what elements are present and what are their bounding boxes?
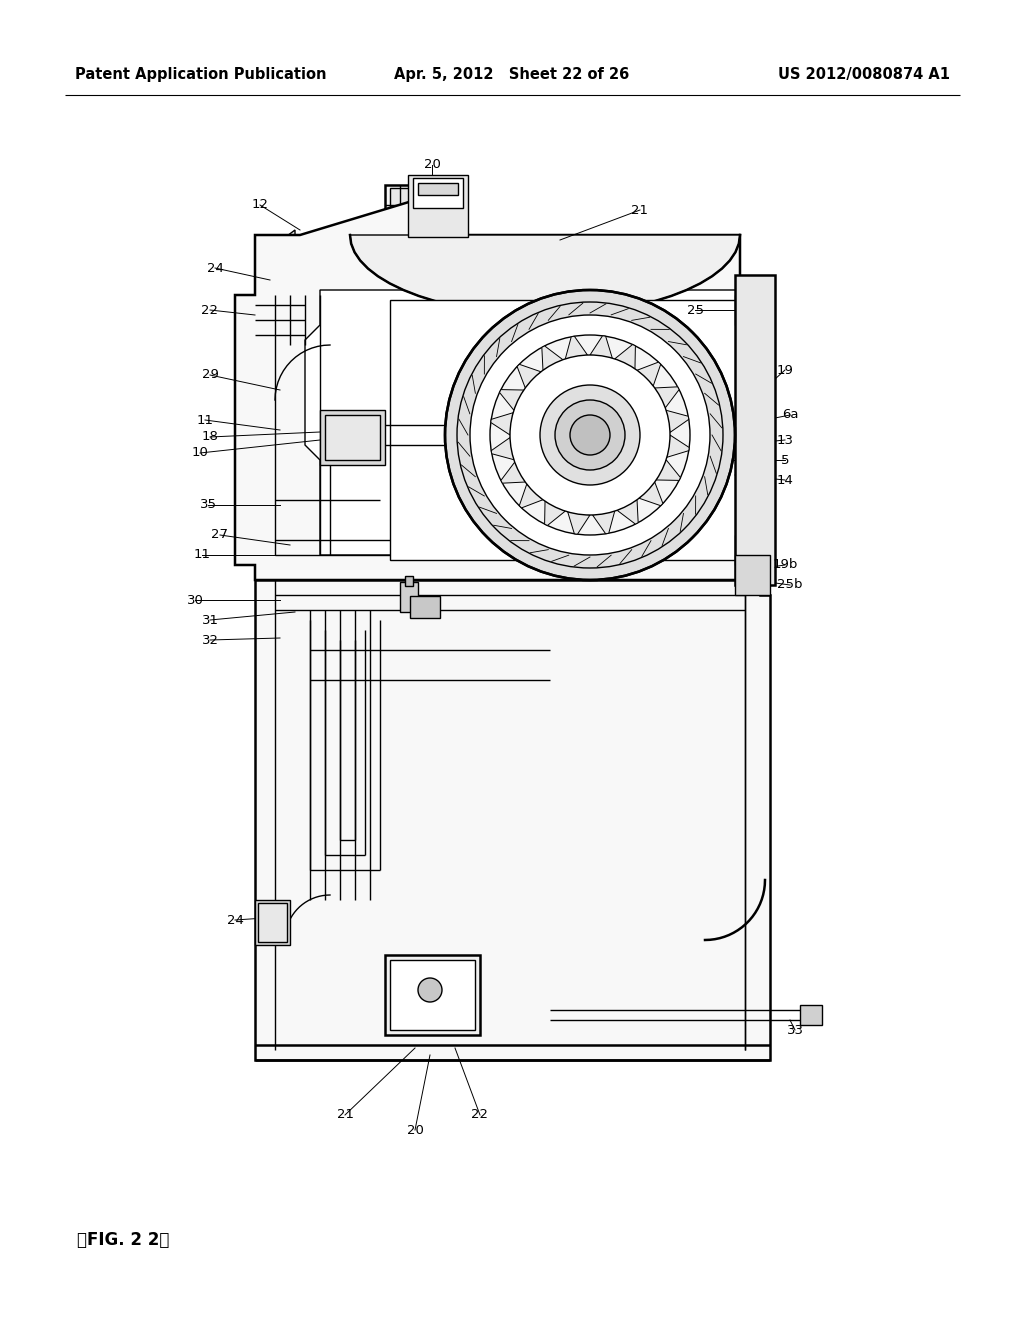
Bar [408,176,468,238]
Text: 19b: 19b [772,558,798,572]
Text: 18: 18 [202,430,218,444]
Bar [735,535,763,565]
Text: 22: 22 [202,304,218,317]
Text: 20: 20 [424,158,440,172]
Polygon shape [501,462,525,483]
Polygon shape [639,482,663,506]
Polygon shape [567,512,590,535]
Polygon shape [542,346,563,371]
Text: Patent Application Publication: Patent Application Publication [75,67,327,82]
Polygon shape [617,500,638,524]
Polygon shape [305,290,740,554]
Text: 6a: 6a [781,408,799,421]
Text: 20: 20 [407,1123,424,1137]
Polygon shape [590,335,612,358]
Bar [406,576,413,586]
Text: 12: 12 [252,198,268,211]
Circle shape [490,335,690,535]
Text: 11: 11 [197,413,213,426]
Text: 35: 35 [200,499,216,511]
Polygon shape [593,511,614,533]
Text: 30: 30 [186,594,204,606]
Bar [385,185,465,235]
Polygon shape [654,387,679,408]
Text: 24: 24 [226,913,244,927]
Polygon shape [350,235,740,315]
Text: 14: 14 [776,474,794,487]
Polygon shape [637,362,660,385]
Text: US 2012/0080874 A1: US 2012/0080874 A1 [778,67,950,82]
Text: 21: 21 [632,203,648,216]
Polygon shape [666,411,689,433]
Bar [400,582,418,612]
Bar [413,178,463,209]
Text: 29: 29 [202,368,218,381]
Bar [418,183,458,195]
Text: 31: 31 [202,614,218,627]
Text: 19: 19 [776,363,794,376]
Text: 32: 32 [202,634,218,647]
Polygon shape [492,437,514,459]
Text: 25: 25 [686,304,703,317]
Circle shape [408,968,452,1012]
Circle shape [555,400,625,470]
Text: 11: 11 [194,549,211,561]
Text: 13: 13 [776,433,794,446]
Text: 10: 10 [191,446,209,459]
Bar [325,414,380,459]
Bar [258,903,287,942]
Bar [390,187,460,209]
Bar [319,411,385,465]
Polygon shape [255,230,295,370]
Bar [735,275,775,585]
Polygon shape [656,459,681,480]
Bar [735,294,763,325]
Circle shape [510,355,670,515]
Text: 33: 33 [786,1023,804,1036]
Text: 21: 21 [337,1109,353,1122]
Polygon shape [545,502,565,525]
Bar [255,235,300,375]
Circle shape [540,385,640,484]
Text: Apr. 5, 2012   Sheet 22 of 26: Apr. 5, 2012 Sheet 22 of 26 [394,67,630,82]
Circle shape [418,978,442,1002]
Polygon shape [517,364,541,388]
Polygon shape [255,579,770,1060]
Text: 27: 27 [212,528,228,541]
Bar [390,300,760,560]
Bar [390,960,475,1030]
Bar [410,597,440,618]
Polygon shape [614,345,636,368]
Bar [385,954,480,1035]
Text: 【FIG. 2 2】: 【FIG. 2 2】 [77,1232,169,1249]
Circle shape [470,315,710,554]
Polygon shape [667,436,689,457]
Text: 25b: 25b [777,578,803,591]
Text: 24: 24 [207,261,223,275]
Polygon shape [565,337,588,359]
Polygon shape [519,484,543,508]
Circle shape [445,290,735,579]
Bar [385,294,765,565]
Bar [255,900,290,945]
Circle shape [570,414,610,455]
Bar [800,1005,822,1026]
Polygon shape [490,413,513,436]
Polygon shape [234,185,760,579]
Bar [735,554,770,595]
Polygon shape [500,389,524,411]
Text: 5: 5 [780,454,790,466]
Text: 22: 22 [471,1109,488,1122]
